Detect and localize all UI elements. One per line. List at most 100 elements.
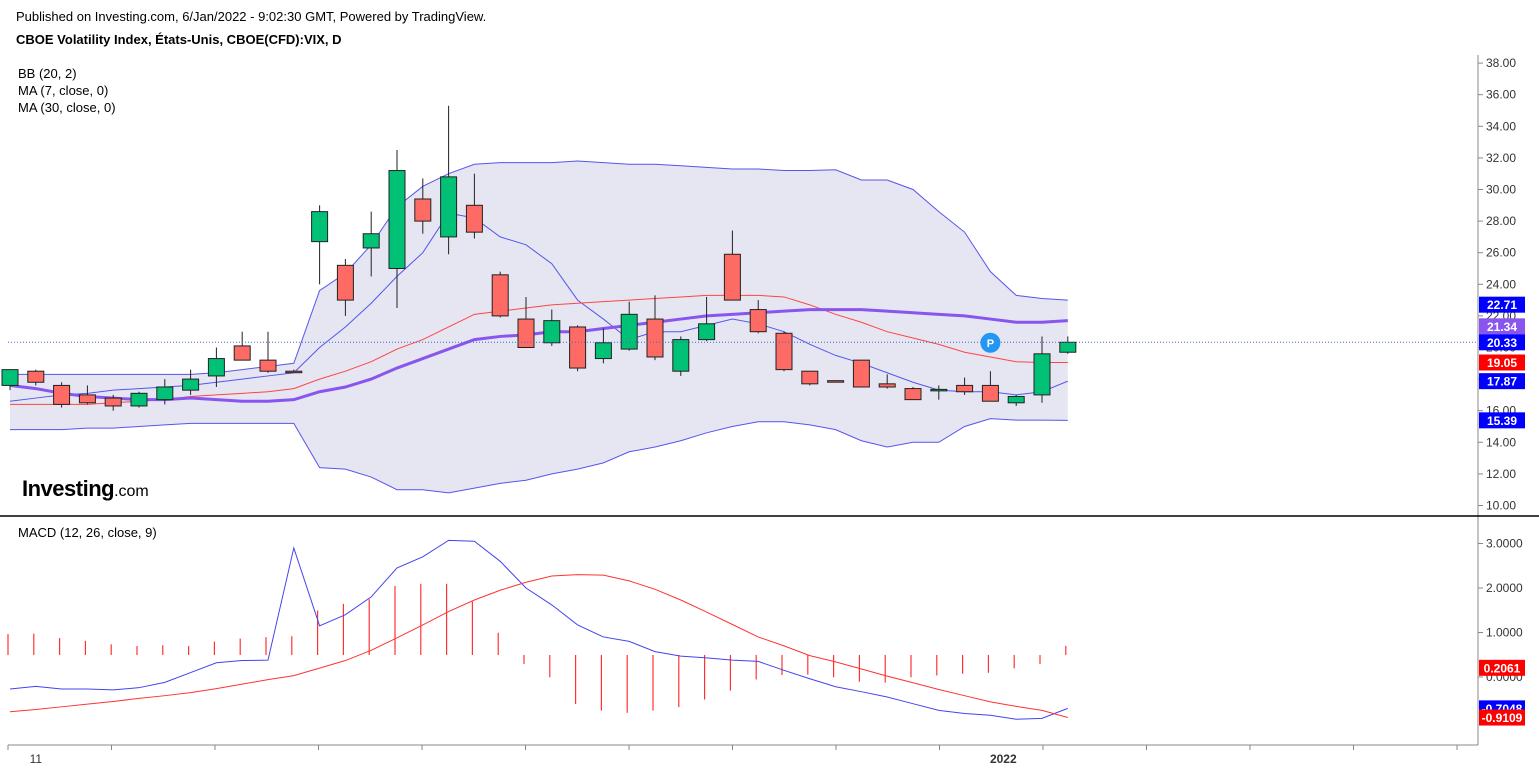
candle	[78, 385, 96, 405]
candle-body	[53, 384, 71, 405]
candle-body	[827, 380, 845, 383]
ma30-line	[9, 308, 1068, 403]
candle	[904, 387, 922, 401]
y-tick-label: 30.00	[1486, 183, 1516, 197]
price-box	[1479, 334, 1525, 351]
macd-price-box	[1479, 659, 1525, 676]
price-label: 17.87	[1487, 375, 1517, 389]
candle-body	[956, 384, 974, 393]
candle-body	[285, 370, 303, 374]
candle	[1007, 394, 1025, 406]
x-tick-label: 2022	[990, 752, 1017, 766]
candle	[285, 369, 303, 374]
candle-body	[388, 170, 406, 269]
price-box	[1479, 296, 1525, 313]
candle	[930, 385, 948, 400]
candle-body	[852, 359, 870, 388]
price-box	[1479, 373, 1525, 390]
ma30-legend[interactable]: MA (30, close, 0)	[18, 100, 116, 115]
candle	[956, 377, 974, 395]
price-label: 20.33	[1487, 336, 1517, 350]
macd-y-tick-label: 3.0000	[1486, 537, 1523, 551]
candle	[414, 178, 432, 234]
candle	[594, 328, 612, 364]
candle-body	[156, 386, 174, 401]
candle-body	[904, 388, 922, 401]
event-marker-icon	[980, 332, 1001, 353]
y-tick-label: 14.00	[1486, 435, 1516, 449]
candle-body	[1007, 395, 1025, 404]
candle	[53, 382, 71, 408]
macd-y-tick-label: 1.0000	[1486, 626, 1523, 640]
candle	[1033, 336, 1051, 403]
candle	[801, 370, 819, 386]
candle	[827, 380, 845, 383]
candle	[440, 105, 458, 255]
candle	[1, 369, 19, 391]
candle	[672, 336, 690, 376]
candle	[362, 211, 380, 277]
ma7-legend[interactable]: MA (7, close, 0)	[18, 83, 109, 98]
candle	[207, 347, 225, 387]
candle-body	[723, 253, 741, 301]
candle-body	[698, 323, 716, 341]
candle	[620, 301, 638, 351]
y-tick-label: 32.00	[1486, 151, 1516, 165]
candle-body	[336, 264, 354, 301]
candle-body	[878, 383, 896, 388]
y-tick-label: 38.00	[1486, 56, 1516, 70]
candle	[104, 394, 122, 411]
candle-body	[362, 233, 380, 249]
bb-lower-line	[10, 418, 1068, 494]
candle-body	[1, 369, 19, 386]
macd-legend[interactable]: MACD (12, 26, close, 9)	[18, 525, 157, 540]
bb-band-fill	[10, 161, 1068, 493]
candle	[775, 331, 793, 372]
macd-price-label: 0.2061	[1484, 661, 1521, 675]
candle-body	[646, 318, 664, 358]
signal-line	[9, 574, 1068, 719]
candle-body	[620, 313, 638, 350]
candle-body	[594, 342, 612, 360]
y-tick-label: 34.00	[1486, 119, 1516, 133]
candle	[646, 295, 664, 361]
candle	[517, 296, 535, 348]
price-box	[1479, 354, 1525, 371]
candle-body	[981, 384, 999, 402]
candle-body	[801, 370, 819, 385]
bb-legend[interactable]: BB (20, 2)	[18, 66, 77, 81]
candle	[388, 150, 406, 308]
x-tick-label: 11	[30, 752, 43, 766]
candle-body	[104, 397, 122, 407]
y-tick-label: 28.00	[1486, 214, 1516, 228]
candle-body	[517, 318, 535, 348]
candle	[336, 259, 354, 316]
candle-body	[130, 392, 148, 407]
candle	[878, 374, 896, 389]
y-tick-label: 12.00	[1486, 467, 1516, 481]
candle	[156, 379, 174, 405]
candle-body	[491, 274, 509, 317]
published-line: Published on Investing.com, 6/Jan/2022 -…	[16, 9, 487, 24]
candle-body	[749, 309, 767, 333]
candle-body	[775, 332, 793, 371]
candle	[465, 173, 483, 239]
investing-logo: Investing.com	[22, 476, 149, 501]
bb-upper-line	[10, 160, 1068, 375]
candle	[259, 331, 277, 373]
y-tick-label: 26.00	[1486, 246, 1516, 260]
candle-body	[233, 345, 251, 361]
candle-body	[78, 394, 96, 404]
candle-body	[930, 388, 948, 392]
price-box	[1479, 318, 1525, 335]
y-tick-label: 10.00	[1486, 499, 1516, 513]
candle	[723, 230, 741, 301]
candle	[233, 331, 251, 361]
candle-body	[27, 370, 45, 383]
candle-body	[182, 378, 200, 391]
price-box	[1479, 412, 1525, 429]
macd-price-label: -0.9109	[1482, 711, 1523, 725]
price-label: 22.71	[1487, 298, 1517, 312]
price-label: 19.05	[1487, 356, 1517, 370]
